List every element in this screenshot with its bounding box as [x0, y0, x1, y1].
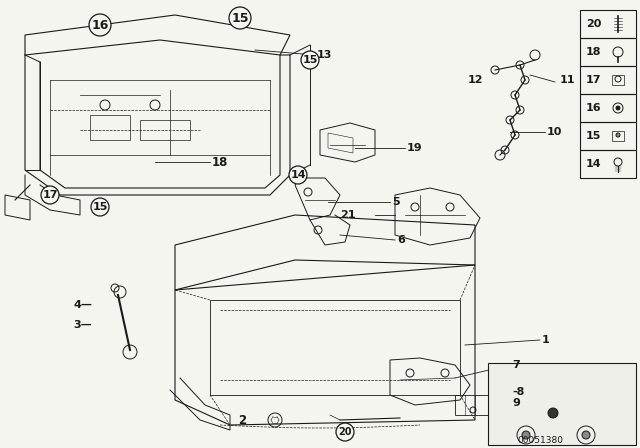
Circle shape [582, 431, 590, 439]
Bar [580, 66, 636, 94]
Circle shape [289, 166, 307, 184]
Bar [580, 122, 636, 150]
Text: 18: 18 [586, 47, 602, 57]
Circle shape [229, 7, 251, 29]
Circle shape [41, 186, 59, 204]
Text: 13: 13 [317, 50, 332, 60]
Text: 20: 20 [586, 19, 602, 29]
Bar [580, 94, 636, 122]
Circle shape [616, 133, 620, 137]
Text: 00051380: 00051380 [517, 435, 563, 444]
Circle shape [301, 51, 319, 69]
Bar [488, 363, 636, 445]
Circle shape [91, 198, 109, 216]
Text: 14: 14 [290, 170, 306, 180]
Circle shape [616, 106, 620, 110]
Circle shape [548, 408, 558, 418]
Text: 16: 16 [92, 18, 109, 31]
Text: 21: 21 [340, 210, 356, 220]
Bar [580, 38, 636, 66]
Text: 15: 15 [302, 55, 317, 65]
Text: 7: 7 [512, 360, 520, 370]
Bar [580, 10, 636, 38]
Text: 9: 9 [512, 398, 520, 408]
Text: 1: 1 [542, 335, 550, 345]
Text: 12: 12 [468, 75, 483, 85]
Text: 20: 20 [339, 427, 352, 437]
Text: 17: 17 [42, 190, 58, 200]
Text: 6: 6 [397, 235, 405, 245]
Text: 15: 15 [231, 12, 249, 25]
Text: 3—: 3— [73, 320, 92, 330]
Circle shape [89, 14, 111, 36]
Text: -8: -8 [512, 387, 524, 397]
Text: 11: 11 [560, 75, 575, 85]
Text: 18: 18 [212, 155, 228, 168]
Text: 2: 2 [238, 414, 246, 426]
Bar [612, 75, 624, 85]
Text: 14: 14 [586, 159, 602, 169]
Circle shape [336, 423, 354, 441]
Bar [612, 131, 624, 141]
Circle shape [522, 431, 530, 439]
Text: 5: 5 [392, 197, 399, 207]
Text: 10: 10 [547, 127, 563, 137]
Bar [580, 150, 636, 178]
Text: 4—: 4— [73, 300, 92, 310]
Text: 19: 19 [407, 143, 422, 153]
Text: 17: 17 [586, 75, 602, 85]
Text: 15: 15 [92, 202, 108, 212]
Text: 16: 16 [586, 103, 602, 113]
Text: 15: 15 [586, 131, 602, 141]
